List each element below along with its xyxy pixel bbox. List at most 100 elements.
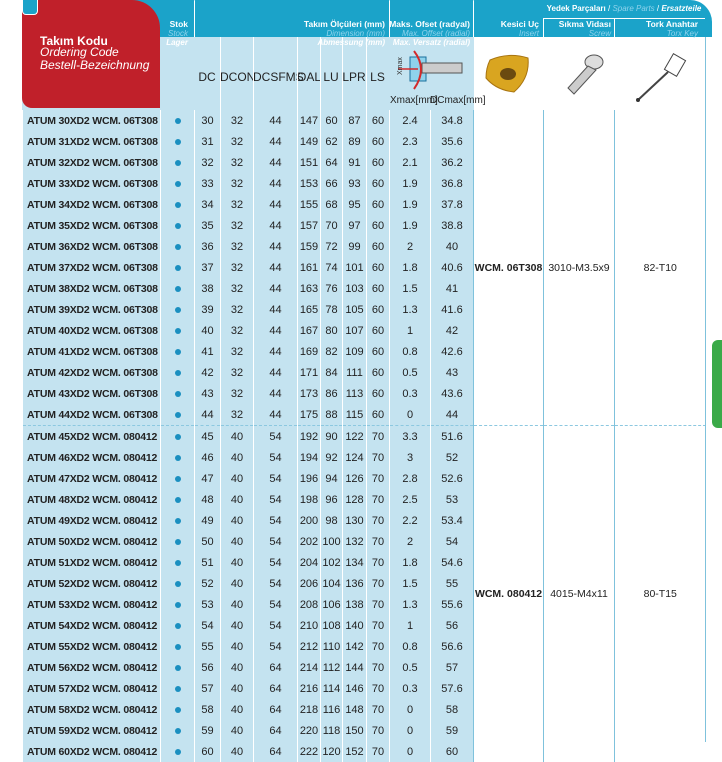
- key-cell: 82-T10: [615, 110, 706, 426]
- oal-cell: 196: [298, 468, 321, 489]
- in-stock-dot-icon: [175, 244, 181, 250]
- dcsfms-cell: 64: [254, 678, 298, 699]
- oal-cell: 173: [298, 383, 321, 404]
- lpr-cell: 95: [343, 194, 367, 215]
- ordering-code-cell: ATUM 30XD2 WCM. 06T308: [23, 110, 161, 131]
- lpr-cell: 109: [343, 341, 367, 362]
- xmax-cell: 1: [390, 615, 431, 636]
- dcmax-cell: 57: [431, 657, 474, 678]
- lpr-cell: 148: [343, 699, 367, 720]
- ordering-code-cell: ATUM 51XD2 WCM. 080412: [23, 552, 161, 573]
- col-divider: [297, 37, 298, 110]
- oal-cell: 214: [298, 657, 321, 678]
- dcmax-cell: 36.8: [431, 173, 474, 194]
- stock-cell: [161, 362, 195, 383]
- stock-cell: [161, 678, 195, 699]
- lpr-cell: 130: [343, 510, 367, 531]
- lpr-cell: 93: [343, 173, 367, 194]
- ordering-code-cell: ATUM 47XD2 WCM. 080412: [23, 468, 161, 489]
- ordering-code-cell: ATUM 37XD2 WCM. 06T308: [23, 257, 161, 278]
- stock-cell: [161, 615, 195, 636]
- corner-tab: [22, 0, 38, 15]
- oal-cell: 159: [298, 236, 321, 257]
- lpr-cell: 115: [343, 404, 367, 426]
- lpr-cell: 122: [343, 426, 367, 448]
- dcsfms-cell: 44: [254, 320, 298, 341]
- xmax-cell: 0.8: [390, 636, 431, 657]
- ls-cell: 70: [367, 447, 390, 468]
- stock-cell: [161, 657, 195, 678]
- xmax-cell: 1.9: [390, 194, 431, 215]
- dcmax-cell: 58: [431, 699, 474, 720]
- dcmax-cell: 41: [431, 278, 474, 299]
- dc-cell: 54: [195, 615, 221, 636]
- dc-cell: 44: [195, 404, 221, 426]
- stock-cell: [161, 215, 195, 236]
- xmax-cell: 0.3: [390, 383, 431, 404]
- stock-cell: [161, 110, 195, 131]
- oal-cell: 161: [298, 257, 321, 278]
- dcmax-cell: 43: [431, 362, 474, 383]
- in-stock-dot-icon: [175, 749, 181, 755]
- ls-cell: 70: [367, 636, 390, 657]
- in-stock-dot-icon: [175, 139, 181, 145]
- in-stock-dot-icon: [175, 328, 181, 334]
- column-header-oal: OAL: [297, 70, 320, 84]
- dcmax-cell: 54.6: [431, 552, 474, 573]
- dcsfms-cell: 54: [254, 510, 298, 531]
- dcsfms-cell: 44: [254, 341, 298, 362]
- lpr-cell: 99: [343, 236, 367, 257]
- in-stock-dot-icon: [175, 539, 181, 545]
- side-tab[interactable]: [712, 340, 722, 428]
- lu-cell: 114: [321, 678, 343, 699]
- spare-de: Ersatzteile: [661, 4, 701, 13]
- insert-en: Insert: [473, 29, 539, 38]
- lu-cell: 116: [321, 699, 343, 720]
- lu-cell: 64: [321, 152, 343, 173]
- oal-cell: 208: [298, 594, 321, 615]
- dcmax-cell: 57.6: [431, 678, 474, 699]
- dcsfms-cell: 44: [254, 110, 298, 131]
- oal-cell: 210: [298, 615, 321, 636]
- dcsfms-cell: 44: [254, 278, 298, 299]
- xmax-cell: 2.8: [390, 468, 431, 489]
- oal-cell: 169: [298, 341, 321, 362]
- dcsfms-cell: 44: [254, 131, 298, 152]
- lpr-cell: 128: [343, 489, 367, 510]
- dc-cell: 37: [195, 257, 221, 278]
- ls-cell: 60: [367, 131, 390, 152]
- xmax-cell: 0: [390, 741, 431, 762]
- dc-cell: 55: [195, 636, 221, 657]
- lu-cell: 74: [321, 257, 343, 278]
- ls-cell: 70: [367, 489, 390, 510]
- in-stock-dot-icon: [175, 265, 181, 271]
- dcon-cell: 40: [221, 573, 254, 594]
- lpr-cell: 91: [343, 152, 367, 173]
- lu-cell: 96: [321, 489, 343, 510]
- ordering-code-cell: ATUM 60XD2 WCM. 080412: [23, 741, 161, 762]
- ls-cell: 70: [367, 573, 390, 594]
- xmax-cell: 0.5: [390, 657, 431, 678]
- ordering-code-cell: ATUM 34XD2 WCM. 06T308: [23, 194, 161, 215]
- ordering-code-cell: ATUM 31XD2 WCM. 06T308: [23, 131, 161, 152]
- lu-cell: 106: [321, 594, 343, 615]
- oal-cell: 220: [298, 720, 321, 741]
- col-divider: [342, 37, 343, 110]
- oal-cell: 198: [298, 489, 321, 510]
- dcmax-cell: 59: [431, 720, 474, 741]
- dcon-cell: 40: [221, 426, 254, 448]
- xmax-cell: 1: [390, 320, 431, 341]
- column-header-ls: LS: [366, 70, 389, 84]
- ls-cell: 70: [367, 699, 390, 720]
- dcsfms-cell: 44: [254, 257, 298, 278]
- xmax-cell: 1.8: [390, 257, 431, 278]
- xmax-cell: 0: [390, 404, 431, 426]
- stock-cell: [161, 404, 195, 426]
- torx-key-image-icon: [630, 50, 690, 105]
- dcsfms-cell: 54: [254, 489, 298, 510]
- offset-header: Maks. Ofset (radyal)Max. Offset (radial)…: [389, 20, 470, 47]
- dcmax-cell: 60: [431, 741, 474, 762]
- oal-cell: 204: [298, 552, 321, 573]
